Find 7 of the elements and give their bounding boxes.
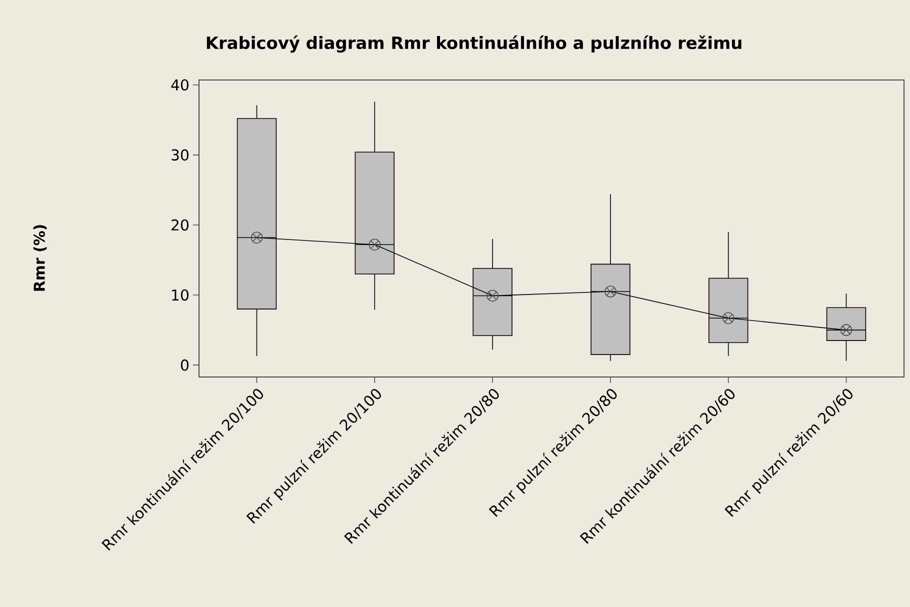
y-tick-label: 40 <box>171 79 188 91</box>
y-tick-label: 30 <box>172 149 188 161</box>
y-tick-label: 20 <box>172 219 188 231</box>
y-tick-label: 10 <box>172 289 188 301</box>
chart-title: Krabicový diagram Rmr kontinuálního a pulzního režimu <box>206 35 742 53</box>
y-axis-title: Rmr (%) <box>33 225 47 291</box>
y-tick-label: 0 <box>180 359 188 371</box>
